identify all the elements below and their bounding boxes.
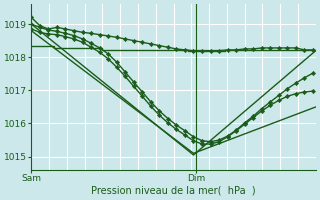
X-axis label: Pression niveau de la mer(  hPa  ): Pression niveau de la mer( hPa ) (91, 186, 256, 196)
